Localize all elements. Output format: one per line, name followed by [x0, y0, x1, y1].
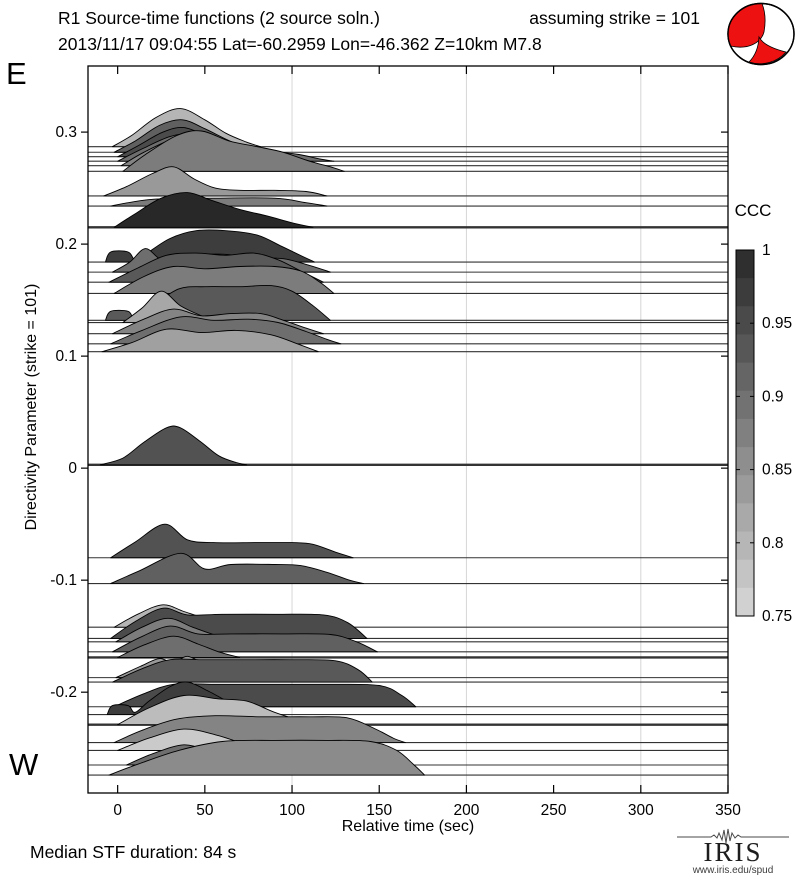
- y-axis-ticks: 0.3 0.2 0.1 0 -0.1 -0.2: [50, 124, 728, 701]
- stf-trace: [88, 552, 728, 585]
- stf-trace: [88, 635, 728, 659]
- svg-text:1: 1: [762, 242, 771, 259]
- stf-trace: [88, 192, 728, 229]
- svg-text:-0.2: -0.2: [50, 684, 77, 701]
- svg-text:350: 350: [715, 802, 741, 819]
- west-direction-label: W: [9, 747, 39, 782]
- svg-text:250: 250: [541, 802, 567, 819]
- ccc-colorbar: 1 0.95 0.9 0.85 0.8 0.75 CCC: [735, 201, 793, 625]
- stf-trace: [88, 328, 728, 353]
- title-right: assuming strike = 101: [529, 8, 700, 28]
- svg-text:-0.1: -0.1: [50, 572, 77, 589]
- figure-title: R1 Source-time functions (2 source soln.…: [58, 8, 700, 29]
- focal-mechanism-beachball-icon: [727, 2, 795, 66]
- svg-text:0.8: 0.8: [762, 535, 784, 552]
- svg-text:200: 200: [453, 802, 479, 819]
- svg-text:50: 50: [196, 802, 214, 819]
- stf-trace: [88, 130, 728, 172]
- median-duration-note: Median STF duration: 84 s: [30, 842, 237, 862]
- svg-text:100: 100: [279, 802, 305, 819]
- svg-text:0.75: 0.75: [762, 608, 792, 625]
- stf-trace: [88, 523, 728, 559]
- stf-trace: [88, 739, 728, 776]
- svg-text:0.95: 0.95: [762, 315, 792, 332]
- x-axis-label: Relative time (sec): [341, 818, 475, 835]
- svg-text:0: 0: [113, 802, 122, 819]
- stf-trace: [88, 658, 728, 683]
- x-axis-ticks: 0 50 100 150 200 250 300 350: [113, 66, 741, 819]
- title-left: R1 Source-time functions (2 source soln.…: [58, 8, 380, 28]
- svg-text:0: 0: [68, 460, 77, 477]
- svg-text:150: 150: [366, 802, 392, 819]
- stf-trace: [88, 425, 728, 466]
- svg-text:0.1: 0.1: [55, 348, 77, 365]
- svg-text:0.9: 0.9: [762, 388, 784, 405]
- svg-text:0.2: 0.2: [55, 236, 77, 253]
- colorbar-title: CCC: [735, 201, 772, 220]
- beachball-red-lower-lobe: [748, 35, 787, 65]
- svg-text:0.85: 0.85: [762, 462, 792, 479]
- plot-box: [87, 65, 729, 794]
- iris-url: www.iris.edu/spud: [692, 864, 774, 876]
- iris-logo: IRIS www.iris.edu/spud: [668, 826, 798, 876]
- svg-text:0.3: 0.3: [55, 124, 77, 141]
- seismogram-squiggle-icon: [677, 828, 789, 843]
- event-subtitle: 2013/11/17 09:04:55 Lat=-60.2959 Lon=-46…: [58, 34, 542, 54]
- svg-text:300: 300: [628, 802, 654, 819]
- stf-traces: [88, 108, 728, 776]
- iris-wordmark: IRIS: [703, 837, 763, 867]
- east-direction-label: E: [6, 56, 27, 91]
